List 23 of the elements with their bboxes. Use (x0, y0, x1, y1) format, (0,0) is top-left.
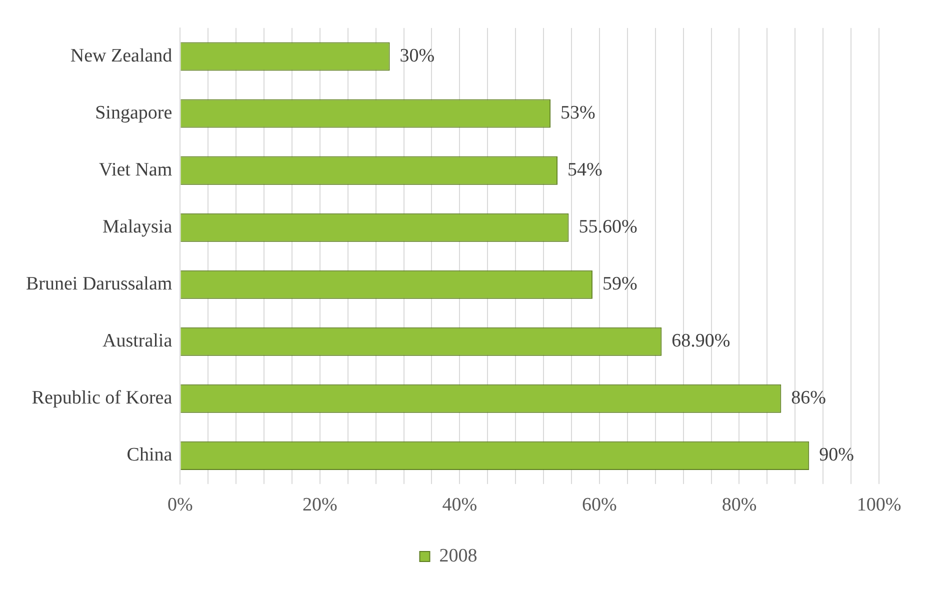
data-label: 54% (568, 160, 603, 181)
data-label: 86% (791, 388, 826, 409)
y-tick-label: Brunei Darussalam (26, 274, 172, 295)
x-tick-label: 0% (167, 494, 193, 516)
legend-label: 2008 (439, 545, 478, 566)
x-tick-label: 100% (856, 494, 902, 516)
x-tick-label: 60% (582, 494, 618, 516)
y-tick-label: Republic of Korea (32, 388, 173, 409)
data-label: 30% (400, 45, 435, 66)
data-label: 90% (819, 444, 854, 466)
y-tick-label: Malaysia (102, 216, 173, 238)
y-tick-label: Viet Nam (98, 160, 172, 181)
x-tick-label: 20% (302, 494, 338, 516)
data-label: 53% (560, 102, 596, 124)
x-tick-label: 80% (722, 494, 757, 516)
y-tick-label: Australia (102, 330, 173, 352)
y-tick-label: Singapore (95, 102, 172, 124)
y-tick-label: New Zealand (70, 45, 173, 66)
y-tick-label: China (126, 444, 173, 466)
data-label: 68.90% (672, 330, 730, 352)
data-label: 55.60% (578, 216, 638, 238)
data-label: 59% (602, 274, 638, 295)
x-tick-label: 40% (442, 494, 478, 516)
